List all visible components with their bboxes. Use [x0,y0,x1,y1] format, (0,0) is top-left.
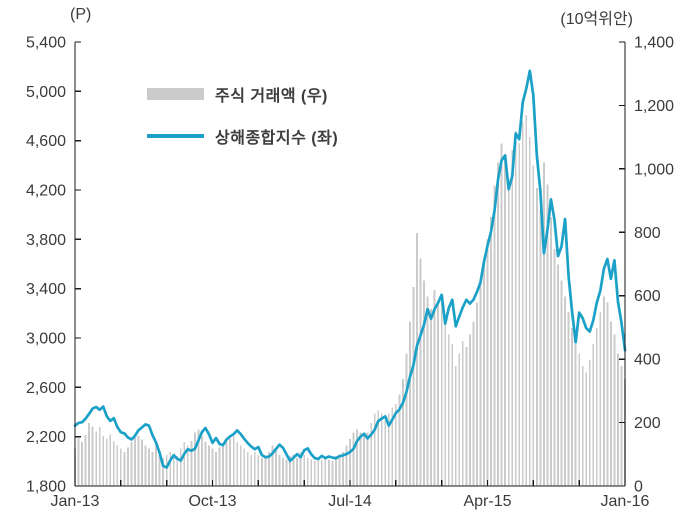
svg-text:2,200: 2,200 [26,429,66,446]
svg-text:800: 800 [634,225,661,242]
legend: 주식 거래액 (우) 상해종합지수 (좌) [147,82,338,166]
legend-item-index: 상해종합지수 (좌) [147,124,338,148]
left-axis-tick-labels: 5,400 5,000 4,600 4,200 3,800 3,400 3,000 2,600… [26,35,66,496]
right-axis-unit: (10억위안) [560,11,633,28]
svg-text:5,400: 5,400 [26,35,66,52]
svg-text:3,000: 3,000 [26,331,66,348]
svg-text:Jan-16: Jan-16 [601,493,650,510]
svg-text:Jan-13: Jan-13 [51,493,100,510]
svg-text:5,000: 5,000 [26,84,66,101]
svg-text:400: 400 [634,352,661,369]
svg-text:Jul-14: Jul-14 [328,493,372,510]
svg-text:Oct-13: Oct-13 [188,493,236,510]
svg-text:1,400: 1,400 [634,35,674,52]
left-axis-unit: (P) [70,6,92,23]
svg-text:1,800: 1,800 [26,479,66,496]
svg-text:600: 600 [634,288,661,305]
volume-legend-label: 주식 거래액 (우) [215,88,328,105]
svg-text:Apr-15: Apr-15 [463,493,511,510]
svg-text:1,200: 1,200 [634,98,674,115]
svg-text:4,600: 4,600 [26,133,66,150]
legend-item-volume: 주식 거래액 (우) [147,82,338,106]
axes [74,41,626,487]
svg-text:200: 200 [634,415,661,432]
index-legend-label: 상해종합지수 (좌) [215,130,339,147]
svg-text:4,200: 4,200 [26,183,66,200]
index-line [73,69,627,469]
volume-legend-swatch [147,88,204,100]
svg-text:3,400: 3,400 [26,281,66,298]
right-axis-tick-labels: 1,400 1,200 1,000 800 600 400 200 0 [634,35,674,496]
svg-text:0: 0 [634,479,643,496]
x-axis-tick-labels: Jan-13 Oct-13 Jul-14 Apr-15 Jan-16 [51,493,650,510]
volume-bars [74,114,626,487]
svg-text:1,000: 1,000 [634,161,674,178]
svg-text:2,600: 2,600 [26,380,66,397]
svg-text:3,800: 3,800 [26,232,66,249]
index-legend-swatch [147,134,204,138]
